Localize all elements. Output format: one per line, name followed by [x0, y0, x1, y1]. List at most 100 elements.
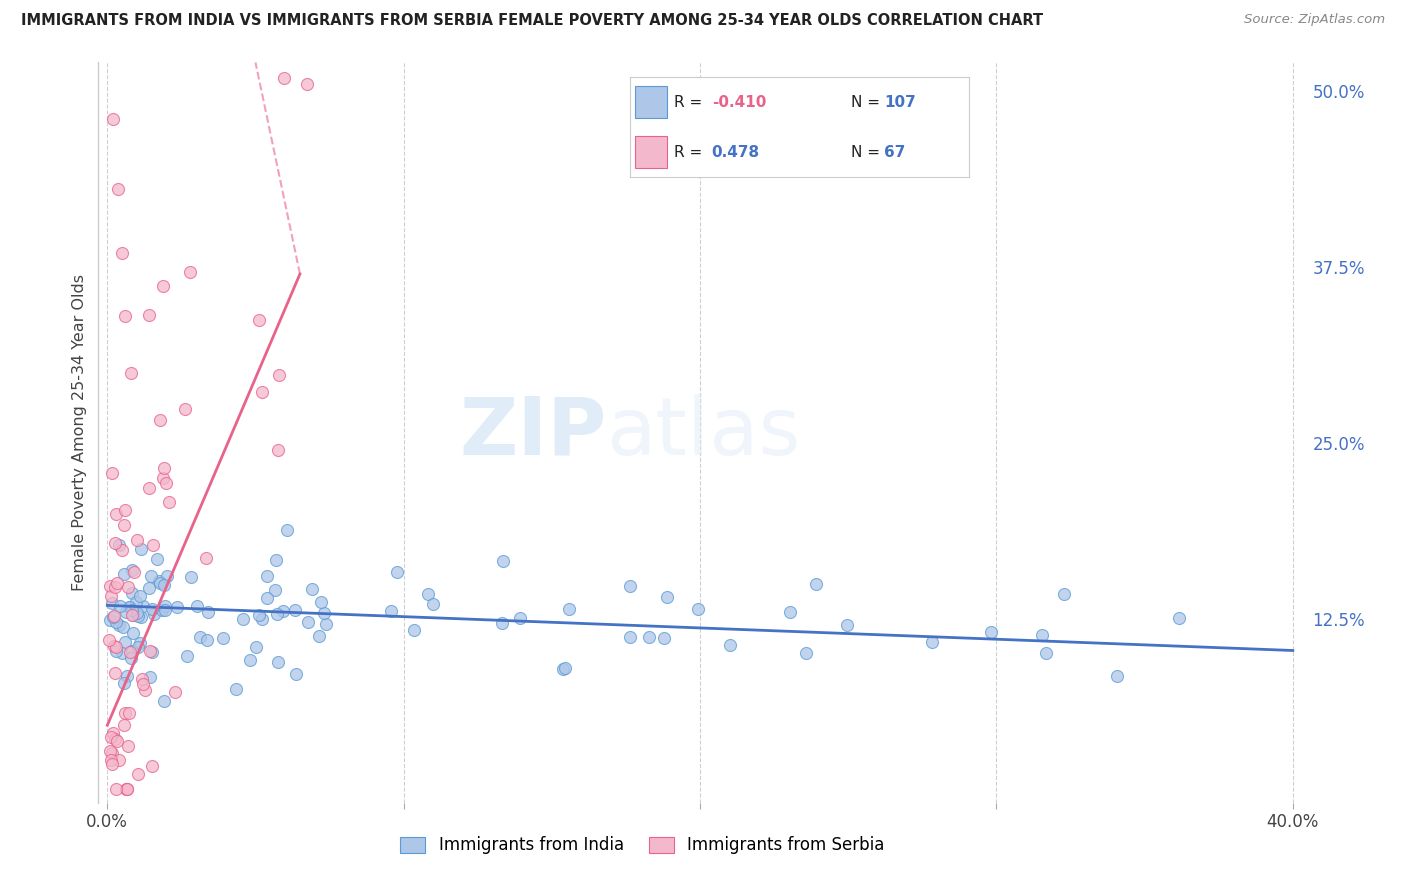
Point [297, 615, 319, 629]
Point [134, 683, 156, 698]
Point [114, 635, 136, 649]
Point [980, 625, 1002, 640]
Point [128, 589, 150, 603]
Point [108, 599, 131, 613]
Point [1035, 646, 1057, 660]
Point [108, 618, 131, 632]
Text: IMMIGRANTS FROM INDIA VS IMMIGRANTS FROM SERBIA FEMALE POVERTY AMONG 25-34 YEAR : IMMIGRANTS FROM INDIA VS IMMIGRANTS FROM… [21, 13, 1043, 29]
Point [492, 554, 515, 568]
Point [105, 781, 128, 796]
Point [141, 601, 163, 615]
Point [315, 617, 337, 632]
Point [165, 684, 187, 698]
Text: Source: ZipAtlas.com: Source: ZipAtlas.com [1244, 13, 1385, 27]
Point [491, 616, 513, 631]
Point [131, 672, 153, 686]
Point [152, 471, 174, 485]
Point [301, 582, 323, 596]
Point [114, 781, 136, 796]
Point [267, 442, 290, 457]
Point [142, 538, 165, 552]
Point [256, 591, 278, 605]
Point [132, 599, 155, 614]
Point [118, 706, 141, 720]
Point [263, 583, 285, 598]
Point [139, 569, 162, 583]
Point [150, 603, 173, 617]
Point [146, 552, 169, 566]
Point [117, 580, 139, 594]
Point [103, 536, 125, 550]
Point [1105, 669, 1128, 683]
Point [111, 619, 134, 633]
Point [418, 587, 440, 601]
Point [112, 718, 135, 732]
Point [153, 599, 176, 613]
Point [267, 368, 290, 382]
Point [387, 565, 409, 579]
Point [509, 611, 531, 625]
Point [558, 602, 581, 616]
Point [655, 590, 678, 604]
Point [117, 739, 139, 754]
Point [921, 634, 943, 648]
Point [239, 653, 262, 667]
Point [117, 668, 139, 682]
Point [98, 744, 121, 758]
Point [188, 631, 211, 645]
Point [404, 623, 426, 637]
Point [554, 661, 576, 675]
Point [129, 609, 152, 624]
Point [120, 650, 142, 665]
Point [104, 732, 127, 747]
Point [129, 636, 152, 650]
Point [250, 612, 273, 626]
Point [149, 413, 172, 427]
Point [104, 640, 127, 655]
Point [422, 598, 444, 612]
Point [139, 644, 162, 658]
Point [148, 574, 170, 589]
Point [264, 553, 287, 567]
Point [114, 706, 136, 720]
Point [127, 767, 149, 781]
Point [125, 533, 148, 547]
Point [155, 603, 177, 617]
Point [127, 608, 149, 623]
Point [297, 77, 319, 91]
Point [308, 629, 330, 643]
Point [121, 644, 143, 658]
Point [837, 617, 859, 632]
Point [194, 551, 217, 566]
Point [180, 570, 202, 584]
Point [247, 313, 270, 327]
Point [1053, 587, 1076, 601]
Point [111, 542, 134, 557]
Point [309, 595, 332, 609]
Point [103, 112, 125, 126]
Y-axis label: Female Poverty Among 25-34 Year Olds: Female Poverty Among 25-34 Year Olds [72, 274, 87, 591]
Point [115, 781, 138, 796]
Point [121, 607, 143, 622]
Point [107, 537, 129, 551]
Point [121, 608, 143, 623]
Point [129, 542, 152, 557]
Point [149, 576, 172, 591]
Point [247, 608, 270, 623]
Point [122, 626, 145, 640]
Point [103, 640, 125, 654]
Point [779, 605, 801, 619]
Point [101, 757, 124, 772]
Point [256, 568, 278, 582]
Point [1168, 611, 1191, 625]
Point [718, 638, 741, 652]
Point [380, 604, 402, 618]
Text: ZIP: ZIP [458, 393, 606, 472]
Point [284, 602, 307, 616]
Point [115, 605, 138, 619]
Point [794, 646, 817, 660]
Point [312, 606, 335, 620]
Point [114, 310, 136, 324]
Point [104, 507, 127, 521]
Point [112, 676, 135, 690]
